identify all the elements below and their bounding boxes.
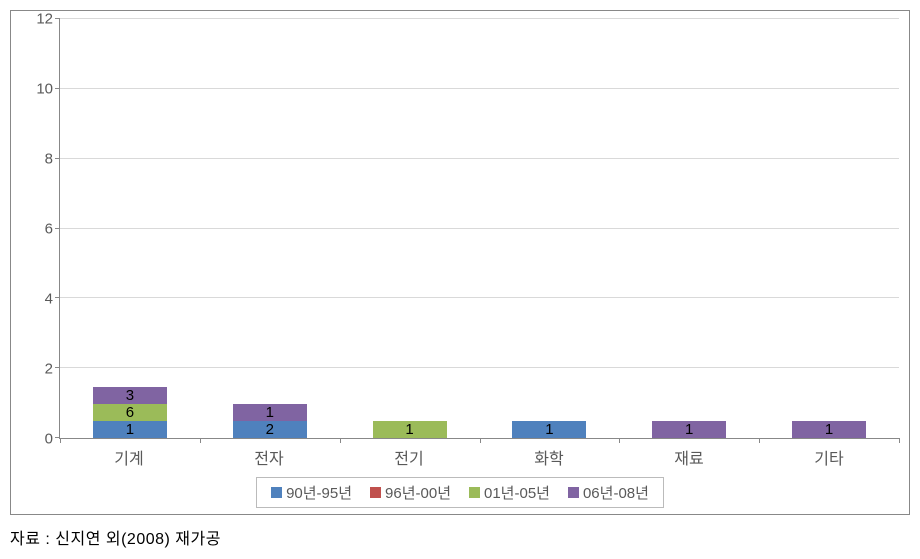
y-tick-label: 2 [45,361,53,378]
bar-segment: 3 [93,387,167,404]
x-tick-mark [899,438,900,443]
bar-segment: 1 [373,421,447,438]
legend-label: 01년-05년 [484,482,550,503]
x-tick-label: 화학 [479,439,619,471]
x-tick-mark [200,438,201,443]
legend-item: 96년-00년 [370,482,451,503]
legend-swatch [469,487,480,498]
legend-label: 06년-08년 [583,482,649,503]
legend-item: 01년-05년 [469,482,550,503]
y-tick-mark [55,228,60,229]
x-tick-label: 기계 [59,439,199,471]
gridline [60,228,899,229]
x-tick-mark [480,438,481,443]
bar-segment: 1 [233,404,307,421]
x-tick-mark [619,438,620,443]
y-tick-label: 4 [45,291,53,308]
y-tick-label: 10 [36,81,53,98]
y-tick-mark [55,367,60,368]
legend-swatch [271,487,282,498]
y-tick-label: 8 [45,151,53,168]
x-tick-label: 기타 [759,439,899,471]
source-citation: 자료 : 신지연 외(2008) 재가공 [10,525,910,549]
y-axis: 024681012 [21,19,59,439]
bar-segment: 1 [512,421,586,438]
legend: 90년-95년 96년-00년 01년-05년 06년-08년 [256,477,664,508]
stacked-bar: 1 [373,421,447,438]
x-tick-mark [340,438,341,443]
x-tick-mark [759,438,760,443]
y-tick-label: 0 [45,431,53,448]
legend-swatch [370,487,381,498]
legend-label: 90년-95년 [286,482,352,503]
bar-segment: 1 [652,421,726,438]
y-tick-mark [55,158,60,159]
stacked-bar: 163 [93,387,167,438]
plot-area: 163211111 [59,19,899,439]
x-tick-label: 전기 [339,439,479,471]
gridline [60,297,899,298]
y-tick-label: 12 [36,11,53,28]
y-tick-mark [55,297,60,298]
gridline [60,367,899,368]
x-tick-mark [60,438,61,443]
bar-segment: 6 [93,404,167,421]
y-tick-mark [55,88,60,89]
stacked-bar: 1 [792,421,866,438]
x-tick-label: 재료 [619,439,759,471]
bar-slot: 1 [619,19,759,438]
legend-item: 90년-95년 [271,482,352,503]
stacked-bar: 1 [652,421,726,438]
y-tick-label: 6 [45,221,53,238]
stacked-bar: 21 [233,404,307,438]
gridline [60,88,899,89]
x-axis: 기계전자전기화학재료기타 [59,439,899,471]
legend-label: 96년-00년 [385,482,451,503]
chart-frame: 024681012 163211111 기계전자전기화학재료기타 90년-95년… [10,10,910,515]
gridline [60,18,899,19]
bar-slot: 1 [479,19,619,438]
legend-swatch [568,487,579,498]
bar-segment: 2 [233,421,307,438]
bar-slot: 163 [60,19,200,438]
y-tick-mark [55,18,60,19]
stacked-bar: 1 [512,421,586,438]
bar-segment: 1 [792,421,866,438]
legend-item: 06년-08년 [568,482,649,503]
x-tick-label: 전자 [199,439,339,471]
bar-slot: 1 [340,19,480,438]
bar-slot: 1 [759,19,899,438]
bar-slot: 21 [200,19,340,438]
bars-container: 163211111 [60,19,899,438]
chart-area: 024681012 163211111 [21,19,899,439]
gridline [60,158,899,159]
bar-segment: 1 [93,421,167,438]
